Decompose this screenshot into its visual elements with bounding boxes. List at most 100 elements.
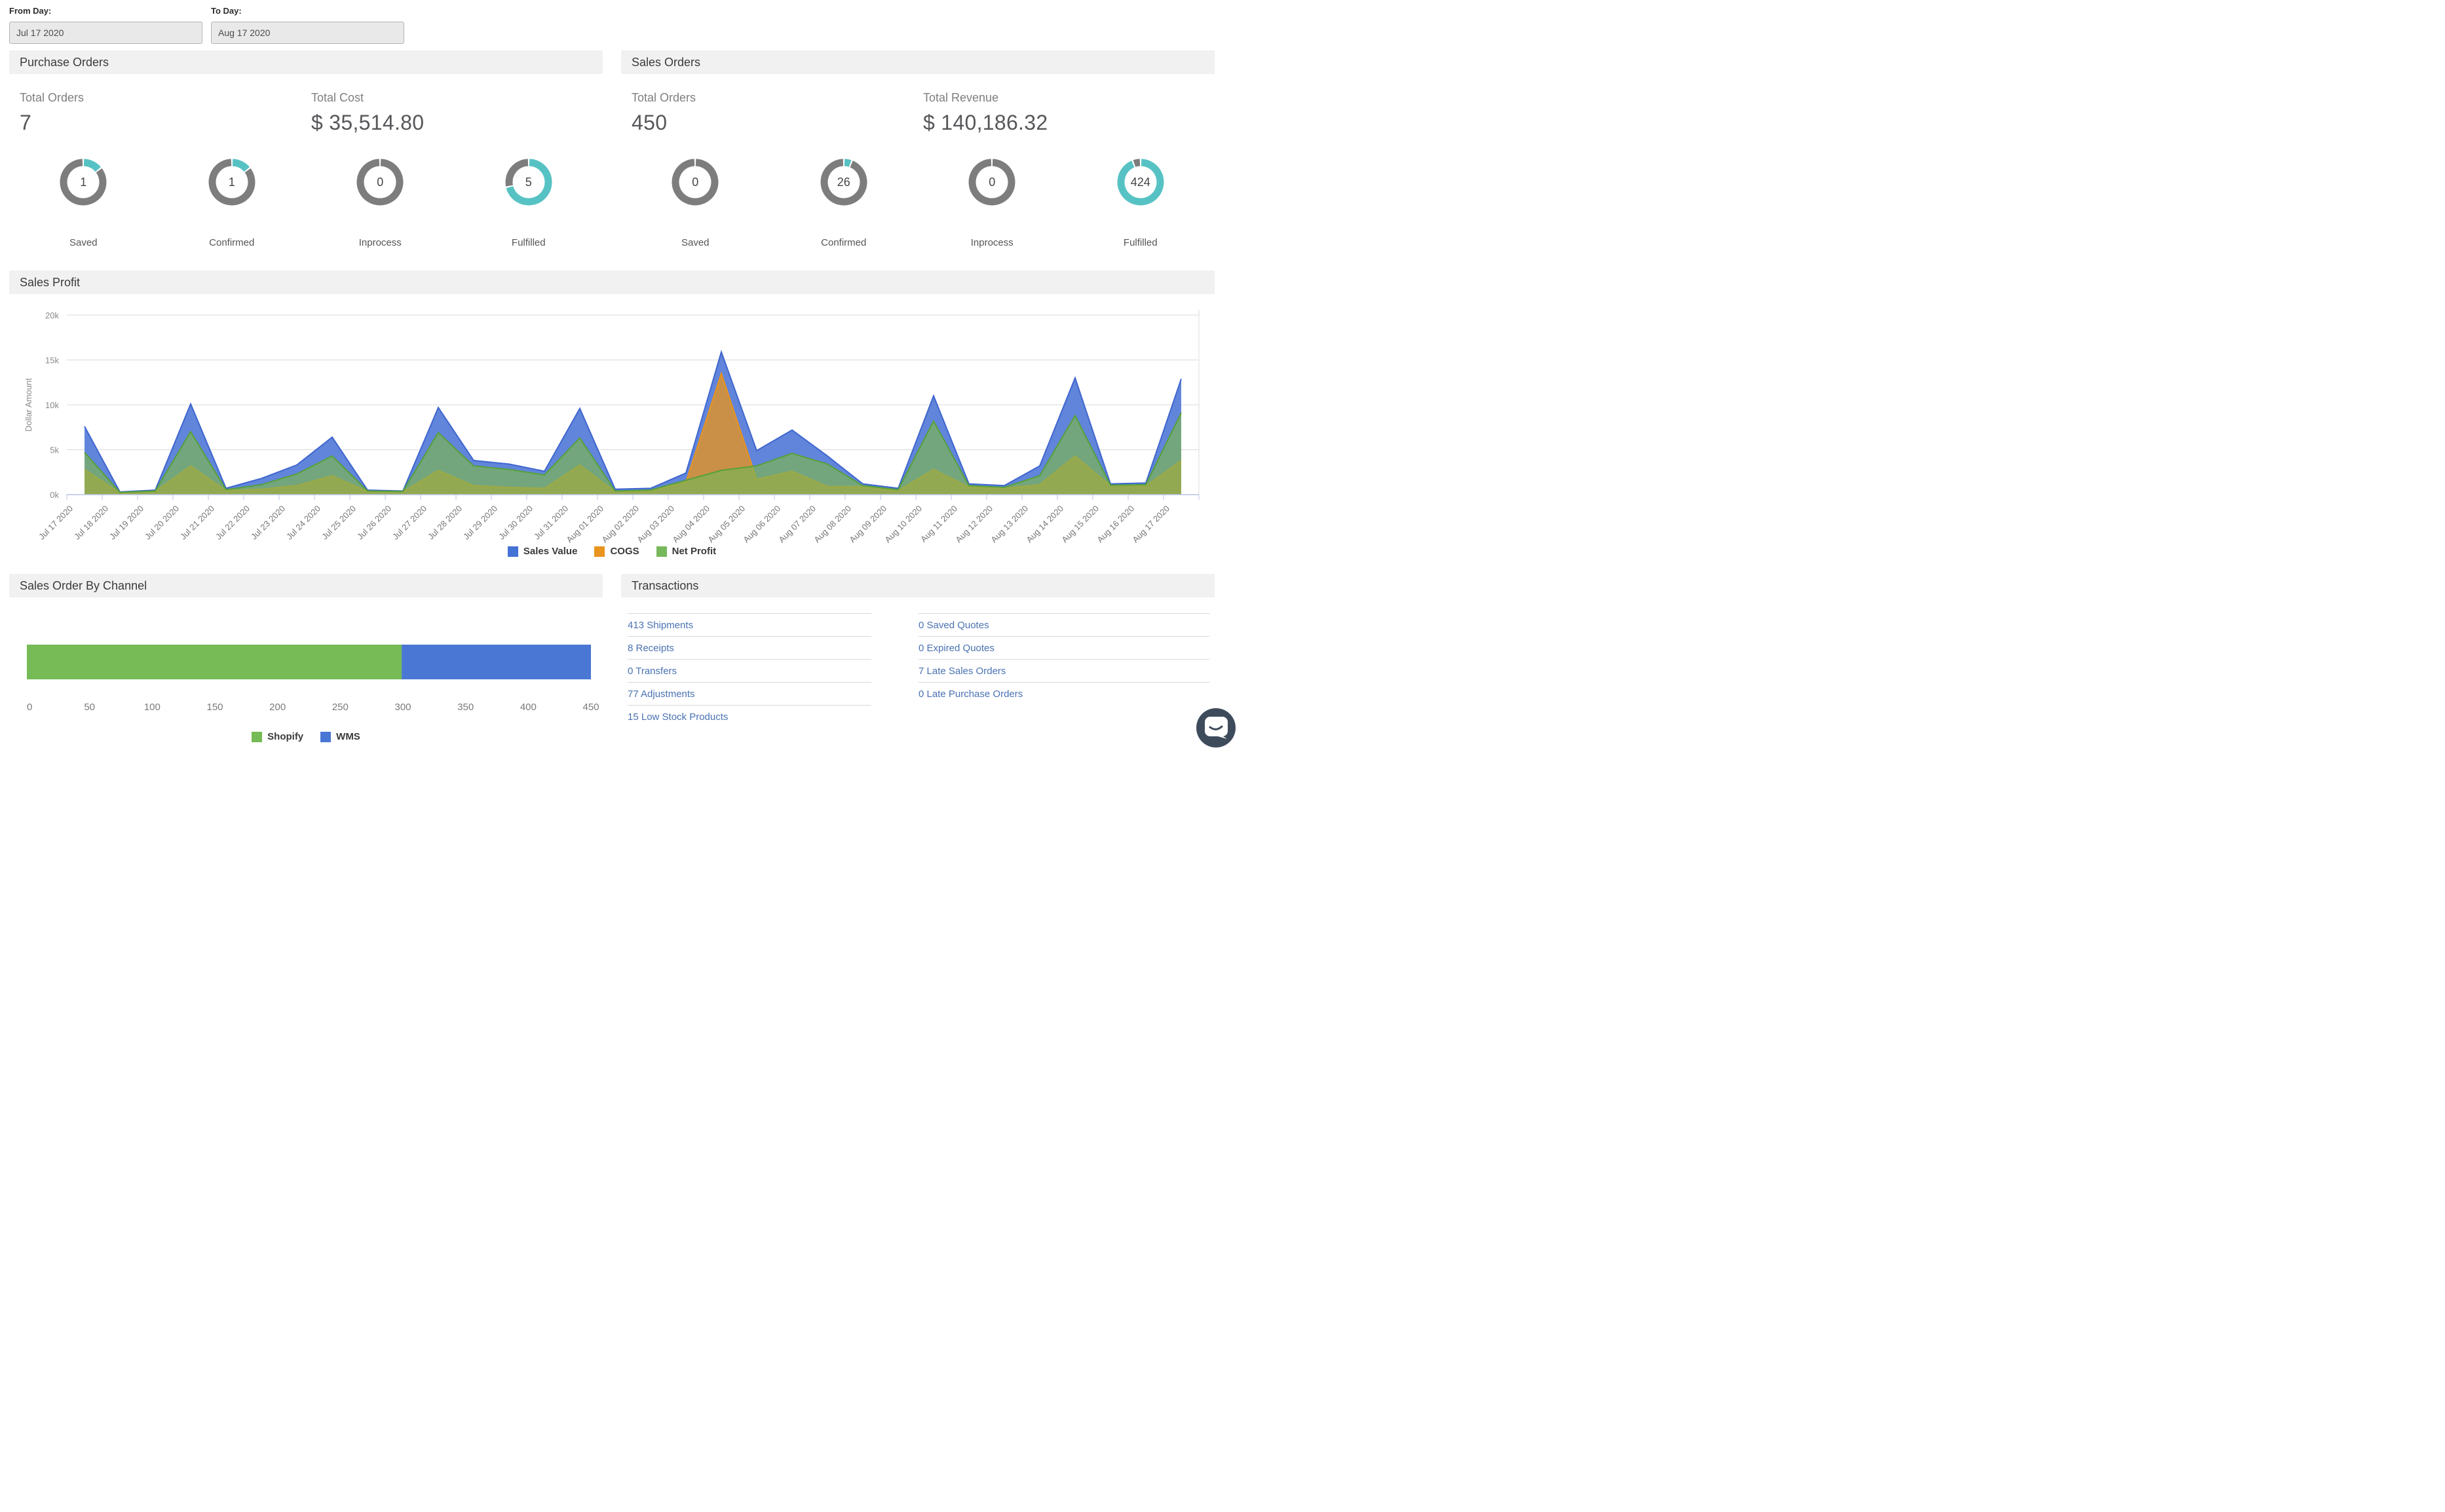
purchase-orders-panel: Purchase Orders Total Orders 7 Total Cos… [9, 50, 603, 248]
chat-launcher-button[interactable] [1196, 708, 1236, 747]
transaction-link[interactable]: 0 Saved Quotes [919, 619, 989, 631]
legend-item-net-profit[interactable]: Net Profit [656, 546, 716, 557]
donut-value: 26 [837, 175, 850, 189]
so-total-revenue-label: Total Revenue [923, 91, 999, 104]
donut-value: 424 [1130, 175, 1150, 189]
svg-text:Aug 06 2020: Aug 06 2020 [741, 504, 782, 545]
po-total-cost-label: Total Cost [311, 91, 364, 104]
donut-value: 1 [80, 175, 87, 189]
po-donut-fulfilled: 5 Fulfilled [455, 156, 603, 248]
transactions-right-column: 0 Saved Quotes 0 Expired Quotes 7 Late Sal… [919, 613, 1209, 728]
transaction-row: 0 Expired Quotes [919, 636, 1209, 659]
transaction-link[interactable]: 0 Late Purchase Orders [919, 688, 1023, 700]
svg-text:Jul 30 2020: Jul 30 2020 [497, 504, 535, 542]
legend-label: WMS [336, 731, 360, 742]
po-total-cost-stat: Total Cost $ 35,514.80 [311, 91, 603, 135]
to-day-label: To Day: [211, 6, 242, 16]
po-donut-confirmed: 1 Confirmed [158, 156, 307, 248]
so-total-orders-stat: Total Orders 450 [632, 91, 923, 135]
svg-text:200: 200 [269, 702, 286, 713]
sales-order-by-channel-panel: Sales Order By Channel 0 50 100 150 200 250 30… [9, 574, 603, 742]
donut-chart: 26 [818, 156, 870, 208]
svg-text:Jul 27 2020: Jul 27 2020 [390, 504, 428, 542]
date-filter: From Day: Jul 17 2020 To Day: Aug 17 202… [0, 0, 1222, 50]
svg-text:Jul 18 2020: Jul 18 2020 [72, 504, 110, 542]
donut-chart: 0 [354, 156, 406, 208]
svg-text:300: 300 [394, 702, 411, 713]
transaction-row: 413 Shipments [628, 613, 871, 636]
svg-text:Aug 09 2020: Aug 09 2020 [847, 504, 888, 545]
transactions-left-column: 413 Shipments 8 Receipts 0 Transfers 77 Adj… [628, 613, 871, 728]
donut-value: 0 [377, 175, 384, 189]
legend-item-shopify[interactable]: Shopify [252, 731, 303, 742]
transaction-link[interactable]: 15 Low Stock Products [628, 711, 729, 723]
transactions-columns: 413 Shipments 8 Receipts 0 Transfers 77 Adj… [621, 597, 1215, 728]
transaction-row: 0 Saved Quotes [919, 613, 1209, 636]
sales-profit-legend: Sales Value COGS Net Profit [9, 546, 1215, 557]
so-total-orders-label: Total Orders [632, 91, 696, 104]
chat-bubble-icon [1205, 717, 1228, 739]
legend-label: COGS [610, 546, 639, 557]
so-total-revenue-value: $ 140,186.32 [923, 111, 1048, 134]
legend-swatch [252, 731, 263, 742]
svg-text:Jul 31 2020: Jul 31 2020 [532, 504, 570, 542]
legend-swatch [656, 546, 667, 557]
transaction-row: 0 Late Purchase Orders [919, 682, 1209, 705]
transaction-link[interactable]: 7 Late Sales Orders [919, 665, 1006, 677]
po-donut-inprocess: 0 Inprocess [306, 156, 455, 248]
svg-text:Jul 19 2020: Jul 19 2020 [107, 504, 145, 542]
transaction-link[interactable]: 0 Expired Quotes [919, 642, 995, 654]
transaction-row: 0 Transfers [628, 659, 871, 682]
svg-text:Aug 07 2020: Aug 07 2020 [776, 504, 818, 545]
donut-chart: 1 [206, 156, 258, 208]
so-total-orders-value: 450 [632, 111, 668, 134]
transaction-link[interactable]: 77 Adjustments [628, 688, 695, 700]
transactions-panel: Transactions 413 Shipments 8 Receipts 0 Tr… [621, 574, 1215, 742]
svg-text:150: 150 [206, 702, 223, 713]
po-total-orders-stat: Total Orders 7 [20, 91, 311, 135]
from-day-input[interactable]: Jul 17 2020 [9, 22, 202, 44]
transaction-link[interactable]: 413 Shipments [628, 619, 694, 631]
svg-text:0: 0 [27, 702, 32, 713]
so-donut-inprocess: 0 Inprocess [918, 156, 1067, 248]
donut-chart: 1 [57, 156, 109, 208]
legend-swatch [320, 731, 332, 742]
svg-text:Jul 21 2020: Jul 21 2020 [178, 504, 216, 542]
po-total-cost-value: $ 35,514.80 [311, 111, 425, 134]
svg-text:Jul 29 2020: Jul 29 2020 [461, 504, 499, 542]
svg-text:Jul 17 2020: Jul 17 2020 [37, 504, 75, 542]
svg-text:Dollar Amount: Dollar Amount [24, 378, 33, 432]
svg-text:Jul 24 2020: Jul 24 2020 [284, 504, 322, 542]
sales-orders-title: Sales Orders [621, 50, 1215, 74]
legend-item-cogs[interactable]: COGS [594, 546, 639, 557]
transaction-link[interactable]: 8 Receipts [628, 642, 674, 654]
svg-text:Aug 05 2020: Aug 05 2020 [706, 504, 747, 545]
svg-text:Jul 28 2020: Jul 28 2020 [426, 504, 464, 542]
svg-text:Aug 10 2020: Aug 10 2020 [882, 504, 924, 545]
donut-value: 0 [692, 175, 699, 189]
po-donut-saved: 1 Saved [9, 156, 158, 248]
donut-label: Fulfilled [511, 237, 546, 248]
channel-bar-chart: 0 50 100 150 200 250 300 350 400 450 [27, 645, 599, 713]
svg-text:Aug 04 2020: Aug 04 2020 [670, 504, 711, 545]
transaction-row: 8 Receipts [628, 636, 871, 659]
so-donut-row: 0 Saved 26 Confirmed 0 Inprocess 424 Ful… [621, 156, 1215, 248]
svg-text:Aug 02 2020: Aug 02 2020 [599, 504, 641, 545]
transaction-link[interactable]: 0 Transfers [628, 665, 677, 677]
legend-item-sales-value[interactable]: Sales Value [507, 546, 577, 557]
svg-text:50: 50 [84, 702, 95, 713]
donut-chart: 0 [669, 156, 721, 208]
to-day-field: To Day: Aug 17 2020 [211, 6, 404, 44]
sales-orders-panel: Sales Orders Total Orders 450 Total Reve… [621, 50, 1215, 248]
donut-label: Saved [69, 237, 98, 248]
channel-legend: Shopify WMS [9, 731, 603, 742]
donut-label: Inprocess [970, 237, 1014, 248]
legend-item-wms[interactable]: WMS [320, 731, 360, 742]
legend-swatch [507, 546, 518, 557]
svg-text:Jul 26 2020: Jul 26 2020 [355, 504, 393, 542]
to-day-input[interactable]: Aug 17 2020 [211, 22, 404, 44]
svg-text:400: 400 [520, 702, 537, 713]
svg-text:Aug 03 2020: Aug 03 2020 [635, 504, 676, 545]
svg-text:Aug 08 2020: Aug 08 2020 [812, 504, 853, 545]
svg-text:15k: 15k [45, 356, 59, 366]
